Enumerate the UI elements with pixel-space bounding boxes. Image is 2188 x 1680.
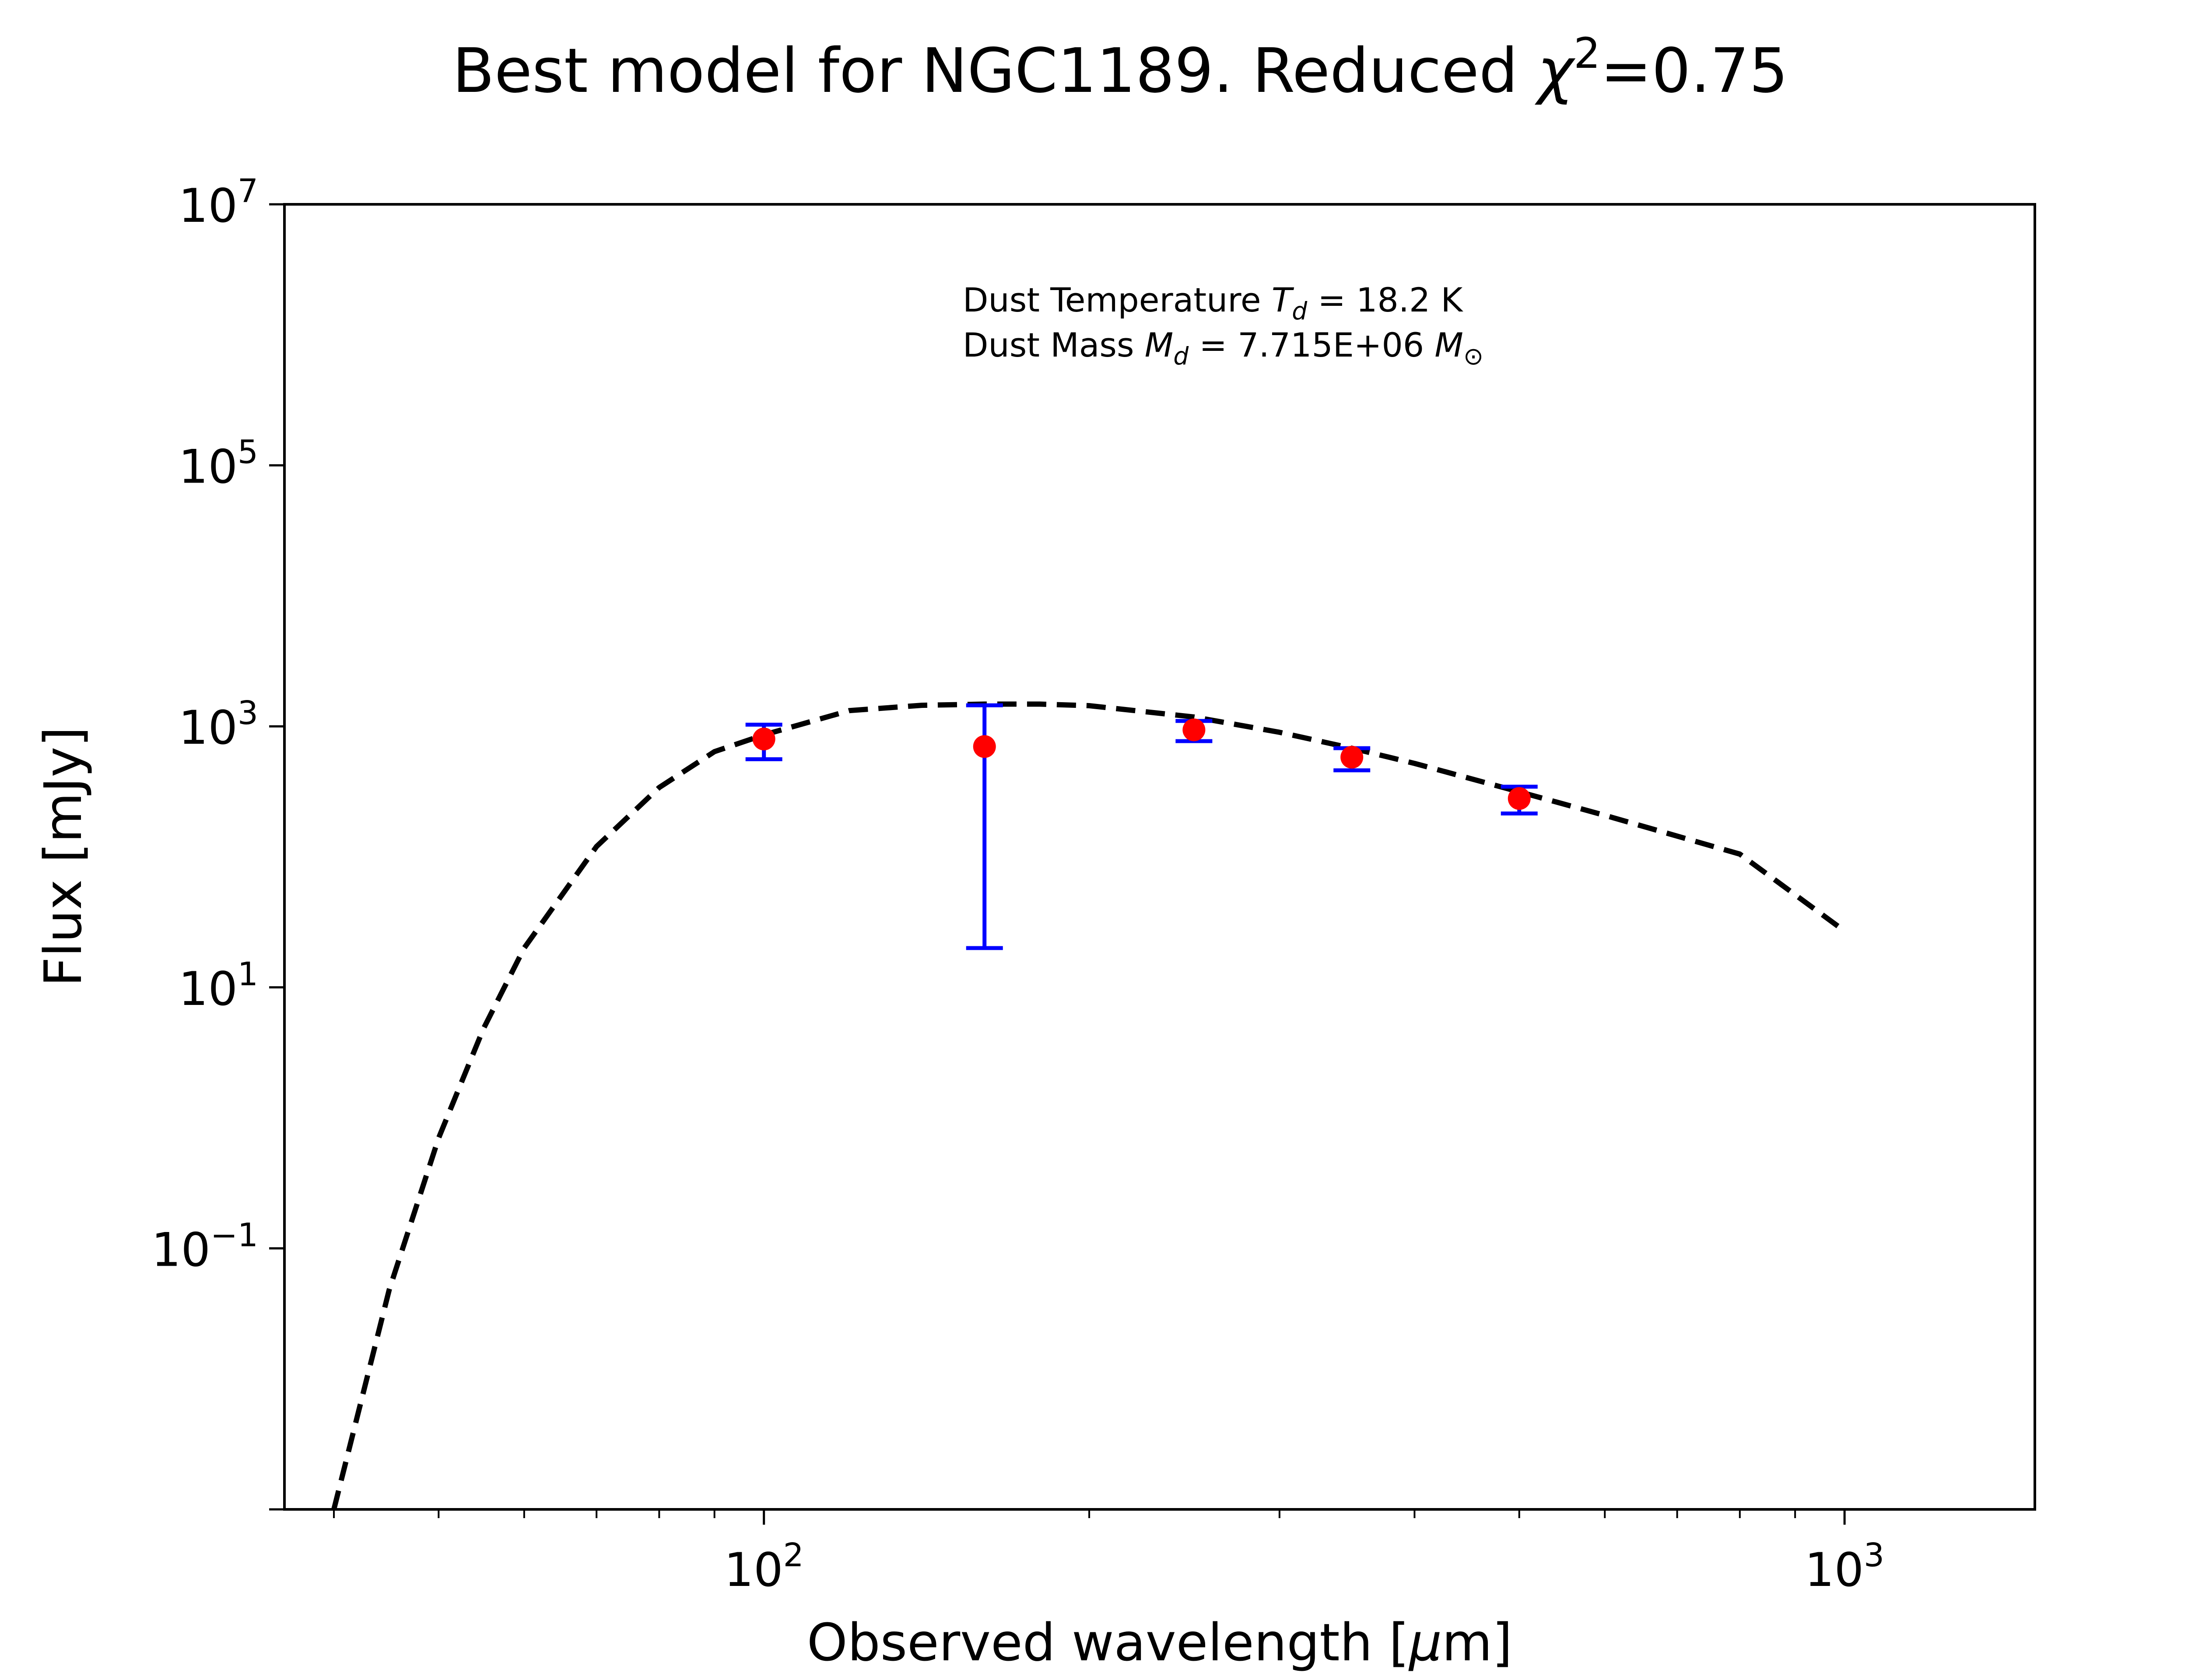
dust-temperature-annotation: Dust Temperature Td = 18.2 K [963,280,1464,325]
y-tick-base: 10 [179,701,238,755]
data-point [1508,787,1531,810]
mass-symbol: M [1145,326,1174,364]
data-point [752,728,775,751]
title-rest: =0.75 [1600,35,1788,107]
chart-title: Best model for NGC1189. Reduced χ2=0.75 [452,29,1788,107]
y-tick-base: 10 [179,179,238,233]
data-point [1182,718,1206,742]
y-tick-label: 105 [179,434,258,494]
y-tick-exponent: 3 [238,694,258,732]
mass-unit-symbol: M [1434,326,1463,364]
series-layer [331,701,1846,1510]
axis-ticks [269,203,1846,1525]
dust-mass-annotation: Dust Mass Md = 7.715E+06 M⊙ [963,326,1483,370]
title-chi-power: 2 [1574,29,1600,78]
y-tick-base: 10 [151,1223,210,1277]
data-point [973,735,996,758]
annotation-box: Dust Temperature Td = 18.2 K Dust Mass M… [963,280,1483,370]
y-tick-exponent: 7 [238,172,258,210]
x-label-unit: m] [1442,1612,1512,1673]
title-chi: χ [1534,35,1576,107]
plot-area [283,203,2036,1511]
y-tick-label: 10−1 [151,1216,258,1277]
y-tick-exponent: 1 [238,956,258,993]
x-tick-exponent: 3 [1864,1536,1884,1574]
temp-prefix: Dust Temperature [963,280,1272,319]
x-axis-label: Observed wavelength [μm] [807,1612,1512,1673]
x-label-text: Observed wavelength [ [807,1612,1409,1673]
y-tick-label: 107 [179,172,258,233]
y-tick-label: 103 [179,694,258,755]
title-main: Best model for NGC1189. Reduced [452,35,1537,107]
temp-subscript: d [1292,297,1308,325]
y-tick-exponent: −1 [210,1216,258,1254]
y-tick-label: 101 [179,956,258,1016]
x-tick-label: 102 [724,1536,804,1597]
x-tick-label: 103 [1805,1536,1884,1597]
y-tick-base: 10 [179,440,238,494]
mass-prefix: Dust Mass [963,326,1145,364]
x-tick-base: 10 [724,1543,783,1597]
mass-value: = 7.715E+06 [1189,326,1434,364]
temp-value: = 18.2 K [1307,280,1463,319]
x-tick-base: 10 [1805,1543,1864,1597]
y-tick-base: 10 [179,962,238,1016]
x-label-mu: μ [1408,1612,1442,1673]
model-curve [331,701,1846,1510]
temp-symbol: T [1272,280,1294,319]
mass-subscript: d [1173,342,1189,370]
y-axis-label: Flux [mJy] [33,727,93,987]
x-tick-exponent: 2 [783,1536,804,1574]
mass-unit-subscript: ⊙ [1463,342,1483,370]
svg-text:Best model for NGC1189. Reduce: Best model for NGC1189. Reduced χ2=0.75 [452,29,1788,107]
y-tick-exponent: 5 [238,434,258,471]
data-point [1340,746,1364,769]
